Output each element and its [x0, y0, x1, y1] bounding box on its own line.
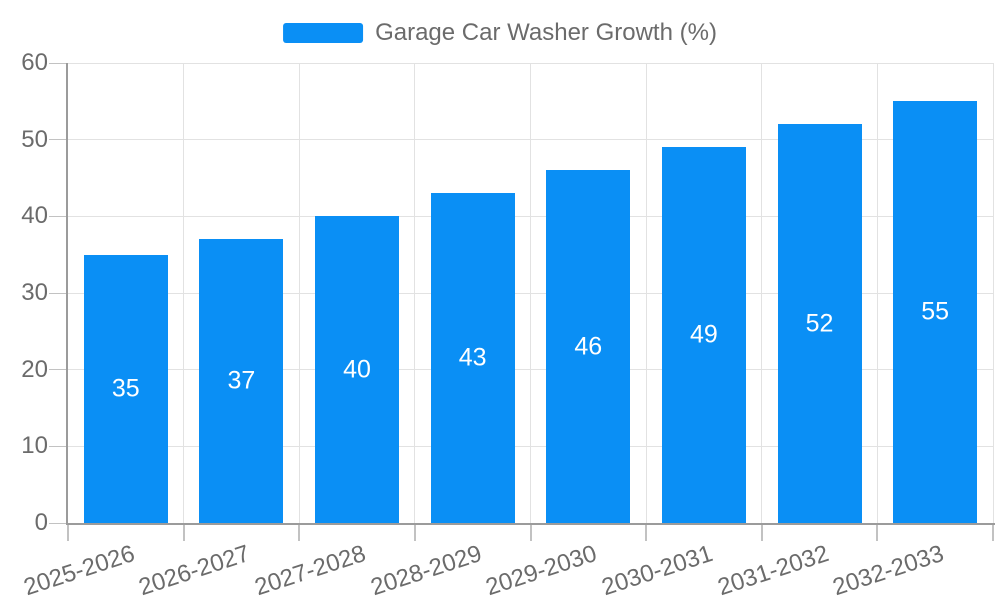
- y-tick: [49, 369, 66, 371]
- x-gridline: [298, 63, 300, 523]
- bar[interactable]: 46: [546, 170, 631, 523]
- x-tick: [760, 525, 763, 541]
- x-tick: [992, 525, 994, 541]
- y-axis-label: 20: [21, 355, 48, 383]
- x-gridline: [761, 63, 763, 523]
- x-tick: [876, 525, 879, 541]
- x-tick: [67, 525, 69, 541]
- y-axis-label: 50: [21, 125, 48, 153]
- bar[interactable]: 37: [199, 239, 284, 523]
- y-tick: [49, 522, 66, 524]
- y-axis-line: [66, 63, 68, 525]
- x-tick: [182, 525, 185, 541]
- y-tick: [49, 292, 66, 294]
- bar-value-label: 49: [690, 320, 718, 349]
- x-gridline: [414, 63, 416, 523]
- y-axis-label: 40: [21, 202, 48, 230]
- legend-label: Garage Car Washer Growth (%): [375, 19, 717, 46]
- bar[interactable]: 43: [430, 193, 515, 523]
- bar[interactable]: 49: [661, 147, 746, 523]
- y-axis-label: 0: [34, 509, 48, 536]
- y-axis-label: 30: [21, 279, 48, 306]
- bar-value-label: 52: [805, 309, 834, 338]
- bar-value-label: 46: [574, 332, 603, 361]
- y-tick: [49, 215, 66, 217]
- bar[interactable]: 35: [83, 254, 168, 523]
- bar-value-label: 40: [343, 355, 371, 384]
- x-gridline: [645, 63, 647, 523]
- bar[interactable]: 52: [777, 124, 862, 523]
- bar[interactable]: 40: [315, 216, 400, 523]
- bar-value-label: 37: [227, 366, 256, 395]
- bar-value-label: 55: [921, 297, 950, 326]
- plot-area: 35 37 40 43 46 49 52 55: [68, 62, 994, 523]
- y-tick: [49, 445, 66, 447]
- x-gridline: [530, 63, 531, 523]
- x-tick: [529, 525, 532, 541]
- y-tick: [49, 139, 66, 141]
- x-tick: [298, 525, 301, 541]
- x-tick: [645, 525, 648, 541]
- x-axis-line: [66, 523, 995, 525]
- y-axis-label: 10: [21, 432, 48, 460]
- y-axis-label: 60: [21, 49, 48, 76]
- x-gridline: [992, 63, 994, 523]
- legend-swatch-icon: [283, 23, 364, 43]
- bar-value-label: 43: [458, 343, 487, 372]
- bar[interactable]: 55: [893, 101, 978, 523]
- bar-value-label: 35: [111, 374, 140, 403]
- y-tick: [49, 62, 66, 64]
- x-tick: [413, 525, 416, 541]
- x-gridline: [183, 63, 185, 523]
- x-gridline: [876, 63, 878, 523]
- legend-item[interactable]: Garage Car Washer Growth (%): [283, 19, 717, 47]
